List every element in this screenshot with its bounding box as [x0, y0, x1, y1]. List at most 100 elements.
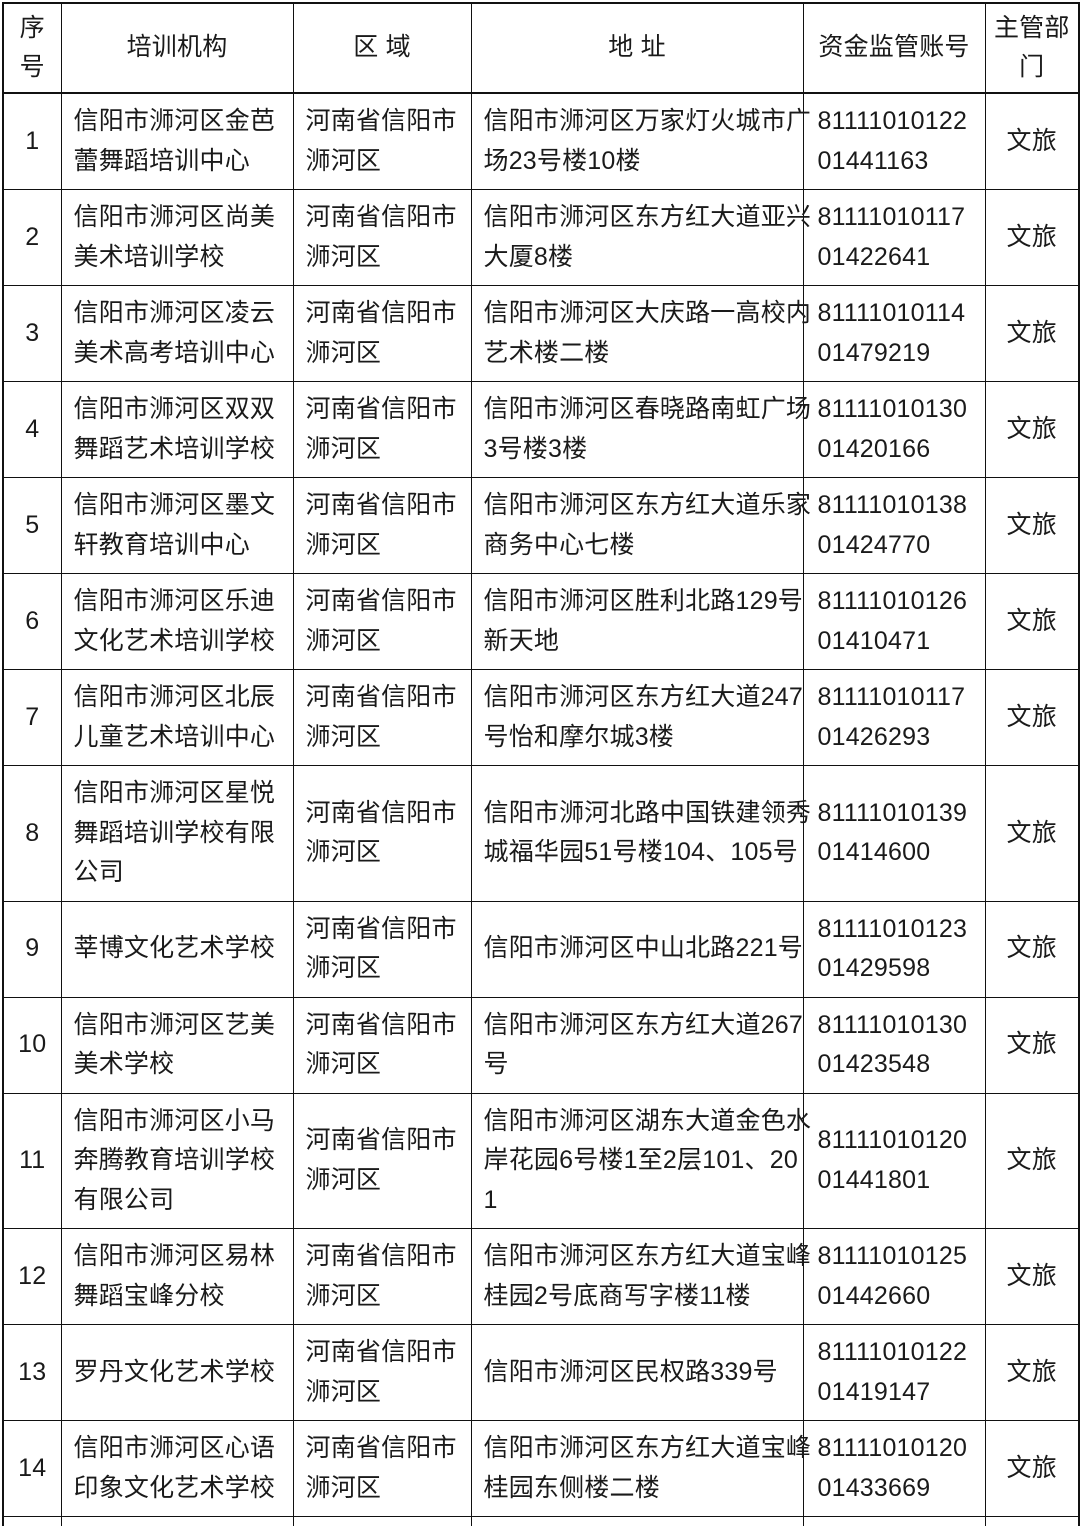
cell-account: 81111010123 01429598 [802, 900, 986, 998]
area-line: 河南省信阳市 [305, 683, 457, 711]
table-row: 2 信阳市浉河区尚美 美术培训学校 河南省信阳市 浉河区 信阳市浉河区东方红大道亚兴 大厦8… [2, 189, 1080, 286]
cell-area: 河南省信阳市 浉河区 [292, 1228, 472, 1325]
account-line: 81111010120 [817, 1434, 968, 1462]
area-line: 浉河区 [305, 722, 382, 751]
header-row: 序 号 培训机构 区 域 地 址 资金监管账号 主管部 门 [2, 2, 1080, 94]
address-line: 商务中心七楼 [483, 530, 635, 559]
org-line: 儿童艺术培训中心 [73, 722, 276, 751]
address-line: 桂园2号底商写字楼11楼 [483, 1281, 751, 1310]
table-row: 11 信阳市浉河区小马 奔腾教育培训学校 有限公司 河南省信阳市 浉河区 信阳市浉河区湖东大… [2, 1092, 1080, 1229]
account-line: 81111010125 [817, 1242, 968, 1270]
cell-department: 文旅 [984, 477, 1080, 574]
area-line: 河南省信阳市 [305, 1010, 457, 1039]
org-line: 舞蹈培训学校有限 [73, 818, 276, 847]
table-row: 3 信阳市浉河区凌云 美术高考培训中心 河南省信阳市 浉河区 信阳市浉河区大庆路一高校内艺… [2, 285, 1080, 382]
account-line: 01441163 [817, 146, 929, 175]
address-line: 信阳市浉河区东方红大道247 [483, 683, 804, 711]
cell-area: 河南省信阳市 浉河区 [292, 381, 472, 478]
cell-address: 信阳市浉河区东方红大道宝峰 桂园东侧楼二楼 [470, 1420, 811, 1517]
account-line: 01442660 [817, 1281, 931, 1310]
account-line: 01420166 [817, 434, 931, 463]
address-line: 1 [483, 1185, 498, 1214]
org-line: 印象文化艺术学校 [73, 1473, 276, 1502]
cell-account: 81111010122 01441163 [802, 92, 986, 190]
area-line: 河南省信阳市 [305, 1338, 457, 1366]
header-cell-address: 地 址 [470, 2, 804, 94]
account-line: 01423548 [817, 1050, 931, 1078]
cell-organization: 莘博文化艺术学校 [60, 900, 294, 998]
cell-account: 81111010122 01419147 [802, 1324, 986, 1421]
cell-account: 81111010126 01410471 [802, 573, 986, 670]
address-line: 信阳市浉河区胜利北路129号 [483, 587, 804, 615]
header-cell-organization: 培训机构 [60, 2, 294, 94]
area-line: 浉河区 [305, 242, 382, 271]
account-line: 81111010126 [817, 587, 968, 615]
account-line: 81111010122 [817, 107, 968, 135]
cell-department: 文旅 [984, 285, 1080, 382]
cell-department: 文旅 [984, 1228, 1080, 1325]
cell-index: 9 [2, 900, 62, 998]
area-line: 河南省信阳市 [305, 107, 457, 135]
area-line: 浉河区 [305, 1050, 382, 1078]
table-body: 1 信阳市浉河区金芭 蕾舞蹈培训中心 河南省信阳市 浉河区 信阳市浉河区万家灯火城市广 场2… [2, 92, 1080, 1526]
header-dept-line2: 门 [1019, 53, 1045, 81]
cell-index: 8 [2, 765, 62, 902]
account-line: 81111010130 [817, 1010, 968, 1039]
cell-organization: 信阳市浉河区艺美 美术学校 [60, 996, 294, 1094]
cell-area: 河南省信阳市 浉河区 [292, 669, 472, 766]
address-line: 号 [483, 1050, 509, 1078]
account-line: 81111010114 [817, 299, 966, 327]
account-line: 81111010139 [817, 798, 968, 827]
address-line: 岸花园6号楼1至2层101、20 [483, 1146, 798, 1174]
cell-area: 河南省信阳市 浉河区 [292, 189, 472, 286]
account-line: 81111010117 [817, 683, 966, 711]
cell-address: 信阳市浉河区东方红大道乐家 商务中心七楼 [470, 477, 811, 574]
account-line: 01414600 [817, 838, 931, 867]
account-line: 01419147 [817, 1377, 931, 1406]
table-row: 4 信阳市浉河区双双 舞蹈艺术培训学校 河南省信阳市 浉河区 信阳市浉河区春晓路南虹广场 3… [2, 381, 1080, 478]
cell-partial [470, 1516, 804, 1526]
cell-organization: 信阳市浉河区易林 舞蹈宝峰分校 [60, 1228, 294, 1325]
cell-area: 河南省信阳市 浉河区 [292, 1420, 472, 1517]
cell-organization: 信阳市浉河区双双 舞蹈艺术培训学校 [60, 381, 294, 478]
cell-organization: 信阳市浉河区墨文 轩教育培训中心 [60, 477, 294, 574]
area-line: 浉河区 [305, 1473, 382, 1502]
cell-department: 文旅 [984, 765, 1080, 902]
account-line: 81111010117 [817, 203, 966, 231]
account-line: 01479219 [817, 338, 931, 367]
address-line: 信阳市浉河区中山北路221号 [483, 934, 804, 963]
table-row: 5 信阳市浉河区墨文 轩教育培训中心 河南省信阳市 浉河区 信阳市浉河区东方红大道乐家 商务… [2, 477, 1080, 574]
cell-address: 信阳市浉河区东方红大道267 号 [470, 996, 804, 1094]
account-line: 01429598 [817, 954, 931, 982]
header-cell-department: 主管部 门 [984, 2, 1080, 94]
address-line: 信阳市浉河区东方红大道亚兴 [483, 203, 812, 231]
header-cell-account: 资金监管账号 [802, 2, 986, 94]
org-line: 美术培训学校 [73, 242, 225, 271]
header-index-line2: 号 [19, 53, 45, 81]
cell-partial [60, 1516, 294, 1526]
address-line: 桂园东侧楼二楼 [483, 1473, 660, 1502]
cell-index: 5 [2, 477, 62, 574]
cell-organization: 罗丹文化艺术学校 [60, 1324, 294, 1421]
org-line: 信阳市浉河区艺美 [73, 1010, 276, 1039]
org-line: 信阳市浉河区心语 [73, 1434, 276, 1462]
org-line: 信阳市浉河区北辰 [73, 683, 276, 711]
address-line: 信阳市浉河北路中国铁建领秀 [483, 798, 812, 827]
org-line: 蕾舞蹈培训中心 [73, 146, 250, 175]
cell-department: 文旅 [984, 900, 1080, 998]
area-line: 河南省信阳市 [305, 1126, 457, 1155]
area-line: 浉河区 [305, 434, 382, 463]
account-line: 81111010138 [817, 491, 968, 519]
account-line: 81111010120 [817, 1126, 968, 1155]
cell-account: 81111010139 01414600 [802, 765, 986, 902]
cell-account: 81111010130 01420166 [802, 381, 986, 478]
area-line: 浉河区 [305, 954, 382, 982]
address-line: 场23号楼10楼 [483, 146, 641, 175]
cell-organization: 信阳市浉河区金芭 蕾舞蹈培训中心 [60, 92, 294, 190]
cell-index: 10 [2, 996, 62, 1094]
cell-address: 信阳市浉河区春晓路南虹广场 3号楼3楼 [470, 381, 811, 478]
cell-address: 信阳市浉河区东方红大道247 号怡和摩尔城3楼 [470, 669, 804, 766]
cell-index: 6 [2, 573, 62, 670]
cell-department: 文旅 [984, 381, 1080, 478]
